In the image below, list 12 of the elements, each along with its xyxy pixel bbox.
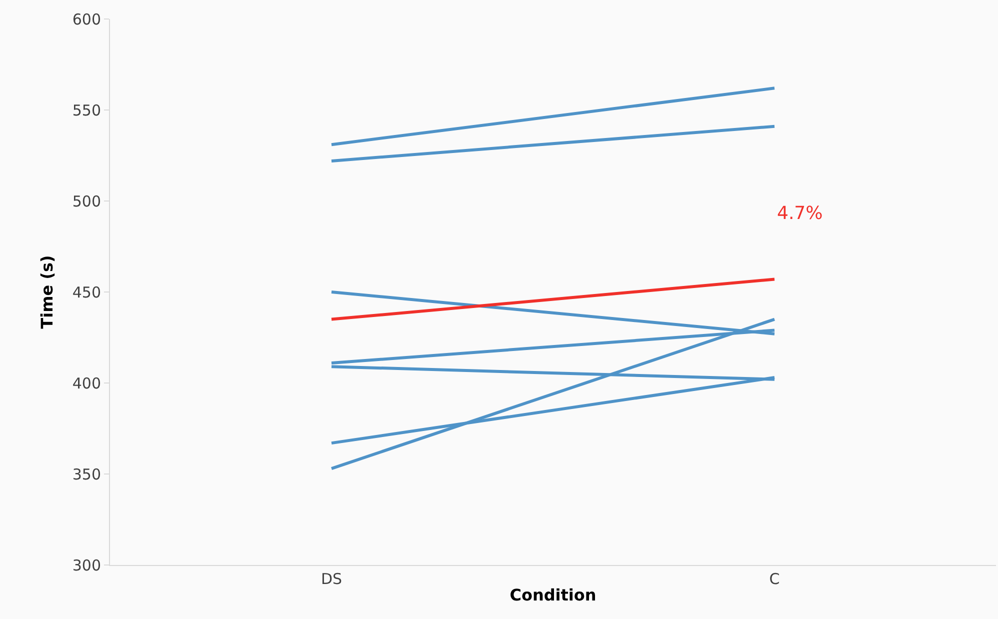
y-axis-title: Time (s) xyxy=(37,255,56,329)
y-tick-label: 450 xyxy=(72,283,101,302)
y-tick-label: 400 xyxy=(72,374,101,392)
y-tick-label: 500 xyxy=(72,192,101,210)
x-tick-label: C xyxy=(769,570,780,588)
y-tick-label: 600 xyxy=(72,10,101,28)
x-axis-title: Condition xyxy=(510,586,596,605)
y-tick-label: 550 xyxy=(72,101,101,120)
y-tick-label: 350 xyxy=(72,465,101,484)
annotation: 4.7% xyxy=(777,203,823,224)
x-tick-label: DS xyxy=(320,570,342,588)
y-tick-label: 300 xyxy=(72,556,101,574)
